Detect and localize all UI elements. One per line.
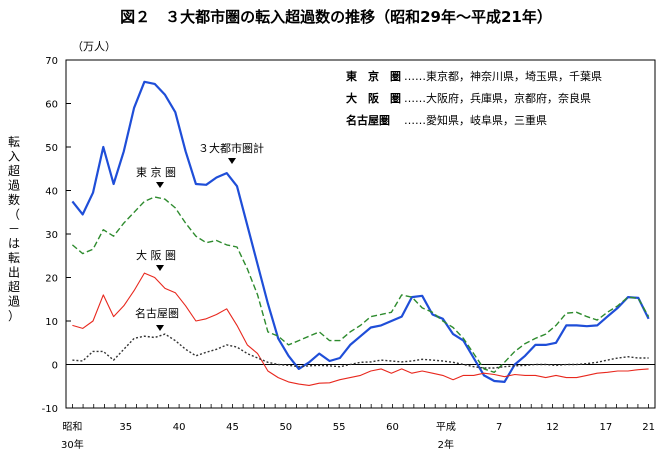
y-axis-label-char: （ <box>8 208 20 222</box>
legend-key-nagoya: 名古屋圏 <box>346 113 390 127</box>
y-axis-label-char: － <box>8 222 20 236</box>
y-tick-label: 40 <box>45 187 58 198</box>
chart-title: 図２ ３大都市圏の転入超過数の推移（昭和29年～平成21年） <box>120 8 552 26</box>
legend-key-tokyo: 東 京 圏 <box>346 69 401 83</box>
y-tick-label: -10 <box>42 404 58 415</box>
series-annotations: ３大都市圏計 東 京 圏 大 阪 圏 名古屋圏 <box>135 141 264 331</box>
legend-desc-nagoya: ……愛知県，岐阜県，三重県 <box>404 113 547 127</box>
legend: 東 京 圏 ……東京都，神奈川県，埼玉県，千葉県 大 阪 圏 ……大阪府，兵庫県… <box>333 64 639 128</box>
x-tick-sublabel: 2年 <box>438 438 454 451</box>
y-tick-label: 70 <box>45 56 58 67</box>
label-tokyo: 東 京 圏 <box>136 165 176 179</box>
series-line-3 <box>72 333 649 369</box>
y-tick-label: 10 <box>45 317 58 328</box>
y-tick-label: 20 <box>45 274 58 285</box>
y-axis-label-char: 数 <box>8 192 20 207</box>
y-axis-label-char: 過 <box>8 295 20 309</box>
y-axis-label-char: 入 <box>8 150 20 164</box>
y-tick-label: 0 <box>52 361 58 372</box>
x-tick-label: 17 <box>600 422 613 433</box>
x-tick-label: 21 <box>642 422 655 433</box>
label-nagoya: 名古屋圏 <box>135 306 179 320</box>
x-tick-label: 12 <box>546 422 559 433</box>
legend-box <box>333 64 639 128</box>
label-osaka: 大 阪 圏 <box>136 248 176 262</box>
arrow-tokyo-icon <box>156 182 164 188</box>
y-axis: 70 60 50 40 30 20 10 0 -10 <box>42 56 71 415</box>
unit-label: （万人） <box>72 40 116 53</box>
x-tick-label: 35 <box>119 422 132 433</box>
label-total: ３大都市圏計 <box>198 141 264 155</box>
series-line-2 <box>72 272 649 386</box>
x-tick-label: 45 <box>226 422 239 433</box>
series-group <box>71 80 650 386</box>
y-axis-label-char: 転 <box>8 135 20 149</box>
y-tick-label: 60 <box>45 100 58 111</box>
x-tick-label: 60 <box>386 422 399 433</box>
y-axis-label-char: 出 <box>8 266 20 280</box>
x-tick-label: 40 <box>173 422 186 433</box>
arrow-total-icon <box>228 158 236 164</box>
series-line-0 <box>71 80 650 383</box>
x-tick-sublabel: 30年 <box>61 438 84 451</box>
legend-key-osaka: 大 阪 圏 <box>346 91 401 105</box>
y-axis-label-char: 転 <box>8 251 20 265</box>
y-axis-label-char: 超 <box>8 279 20 294</box>
x-tick-label: 7 <box>496 422 502 433</box>
x-tick-label: 55 <box>333 422 346 433</box>
y-axis-label-char: ） <box>8 309 20 323</box>
y-tick-label: 30 <box>45 230 58 241</box>
y-axis-label-char: 超 <box>8 163 20 178</box>
series-line-1 <box>71 196 650 373</box>
x-tick-label: 50 <box>279 422 292 433</box>
y-tick-label: 50 <box>45 143 58 154</box>
arrow-nagoya-icon <box>156 325 164 331</box>
x-axis: 昭和 35 40 45 50 55 60 平成 7 12 17 21 30年 2年 <box>61 404 655 451</box>
y-axis-label-char: 過 <box>8 179 20 193</box>
arrow-osaka-icon <box>156 265 164 271</box>
legend-desc-osaka: ……大阪府，兵庫県，京都府，奈良県 <box>404 91 591 105</box>
x-tick-label: 平成 <box>436 421 456 433</box>
y-axis-label-char: は <box>8 237 20 251</box>
x-tick-label: 昭和 <box>62 421 82 433</box>
legend-desc-tokyo: ……東京都，神奈川県，埼玉県，千葉県 <box>404 69 602 83</box>
